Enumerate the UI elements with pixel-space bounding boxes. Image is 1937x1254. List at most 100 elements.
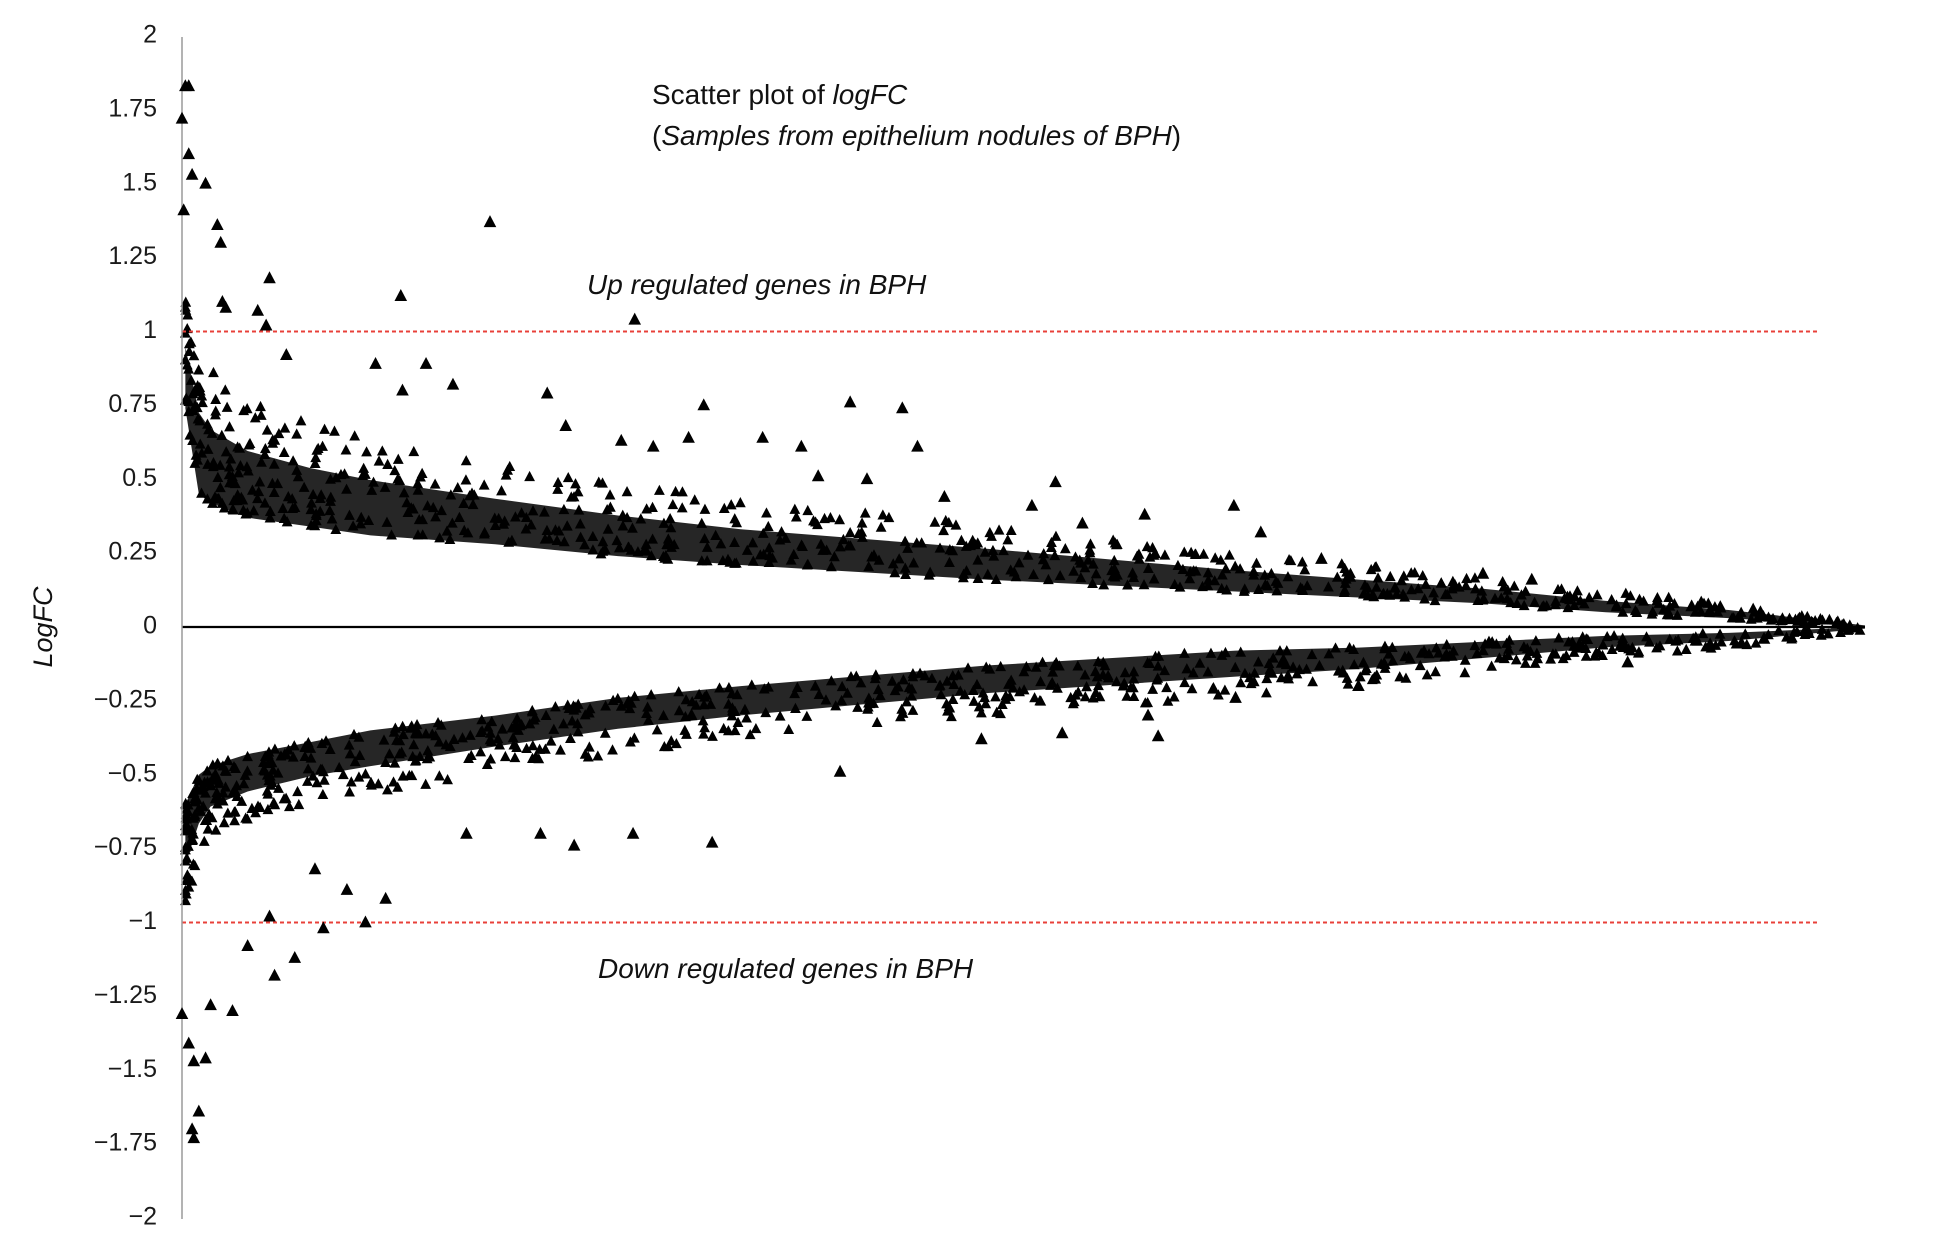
band-point [389, 722, 401, 733]
band-point [734, 497, 746, 508]
band-point [698, 728, 709, 739]
data-point [1352, 679, 1365, 691]
band-point [599, 727, 611, 738]
band-point [1418, 644, 1430, 656]
band-point [906, 690, 917, 701]
band-point [893, 553, 905, 564]
band-point [1040, 559, 1052, 570]
band-point [187, 833, 199, 845]
band-point [298, 481, 310, 492]
band-point [1435, 577, 1447, 588]
band-point [1552, 583, 1564, 595]
data-point [460, 826, 473, 839]
band-point [424, 751, 436, 762]
band-point [701, 555, 713, 566]
band-point [1553, 632, 1565, 643]
band-point [821, 544, 833, 555]
band-point [763, 542, 775, 553]
band-point [1354, 671, 1366, 682]
band-point [699, 532, 710, 544]
band-point [184, 429, 196, 440]
band-point [1531, 647, 1543, 658]
band-point [926, 672, 938, 683]
band-point [1339, 584, 1351, 595]
band-point [1087, 558, 1099, 569]
band-point [1275, 672, 1287, 683]
band-point [272, 767, 284, 778]
band-point [1299, 564, 1311, 575]
band-point [261, 769, 273, 780]
band-point [441, 525, 453, 536]
band-point [533, 753, 545, 764]
band-point [565, 491, 577, 502]
band-point [1037, 656, 1048, 667]
band-point [550, 701, 561, 712]
band-point [975, 707, 987, 718]
band-point [575, 531, 587, 542]
band-point [219, 765, 231, 776]
band-point [972, 572, 984, 584]
band-point [212, 471, 224, 482]
data-point [975, 732, 988, 745]
band-point [1000, 693, 1012, 704]
data-point [1525, 572, 1539, 585]
band-point [506, 722, 518, 733]
data-point [211, 218, 224, 231]
data-point [369, 357, 382, 369]
band-point [944, 544, 956, 555]
band-point [1593, 647, 1605, 658]
band-point [1251, 557, 1262, 568]
band-point [1008, 566, 1020, 577]
band-point [1471, 647, 1483, 659]
band-point [968, 695, 980, 706]
band-point [1216, 649, 1228, 660]
band-point [202, 493, 213, 504]
band-point [227, 503, 239, 514]
band-point [623, 694, 635, 706]
band-point [360, 768, 371, 779]
band-point [1572, 585, 1583, 596]
band-point [268, 797, 280, 808]
band-point [670, 485, 681, 497]
band-point [247, 484, 258, 495]
band-point [624, 702, 636, 714]
band-point [1085, 538, 1096, 549]
band-point [1323, 648, 1335, 659]
band-point [1079, 669, 1091, 680]
band-point [1003, 678, 1014, 689]
band-point [315, 489, 327, 500]
band-point [212, 798, 223, 809]
band-point [924, 566, 936, 577]
band-point [1179, 676, 1191, 688]
band-point [726, 688, 738, 699]
band-point [1459, 667, 1471, 678]
band-point [289, 501, 301, 513]
band-point [192, 454, 203, 465]
band-point [1053, 660, 1065, 671]
band-point [268, 458, 280, 469]
band-point [1212, 689, 1224, 700]
band-point [311, 777, 323, 788]
band-point [394, 474, 406, 486]
band-point [196, 447, 208, 458]
band-point [388, 776, 399, 787]
band-point [628, 732, 640, 743]
band-point [562, 471, 574, 483]
band-point [907, 668, 919, 679]
band-point [213, 793, 225, 804]
band-point [961, 565, 972, 576]
band-point [947, 693, 959, 704]
band-point [929, 516, 941, 527]
data-point [214, 235, 228, 248]
band-point [198, 835, 210, 846]
band-point [189, 399, 201, 410]
band-point [718, 502, 730, 513]
band-point [1296, 556, 1308, 567]
band-point [642, 701, 653, 712]
band-point [1119, 667, 1131, 678]
band-point [330, 523, 342, 535]
band-point [1035, 675, 1047, 687]
band-point [1806, 615, 1817, 626]
data-point [280, 348, 293, 361]
data-point [379, 891, 392, 904]
